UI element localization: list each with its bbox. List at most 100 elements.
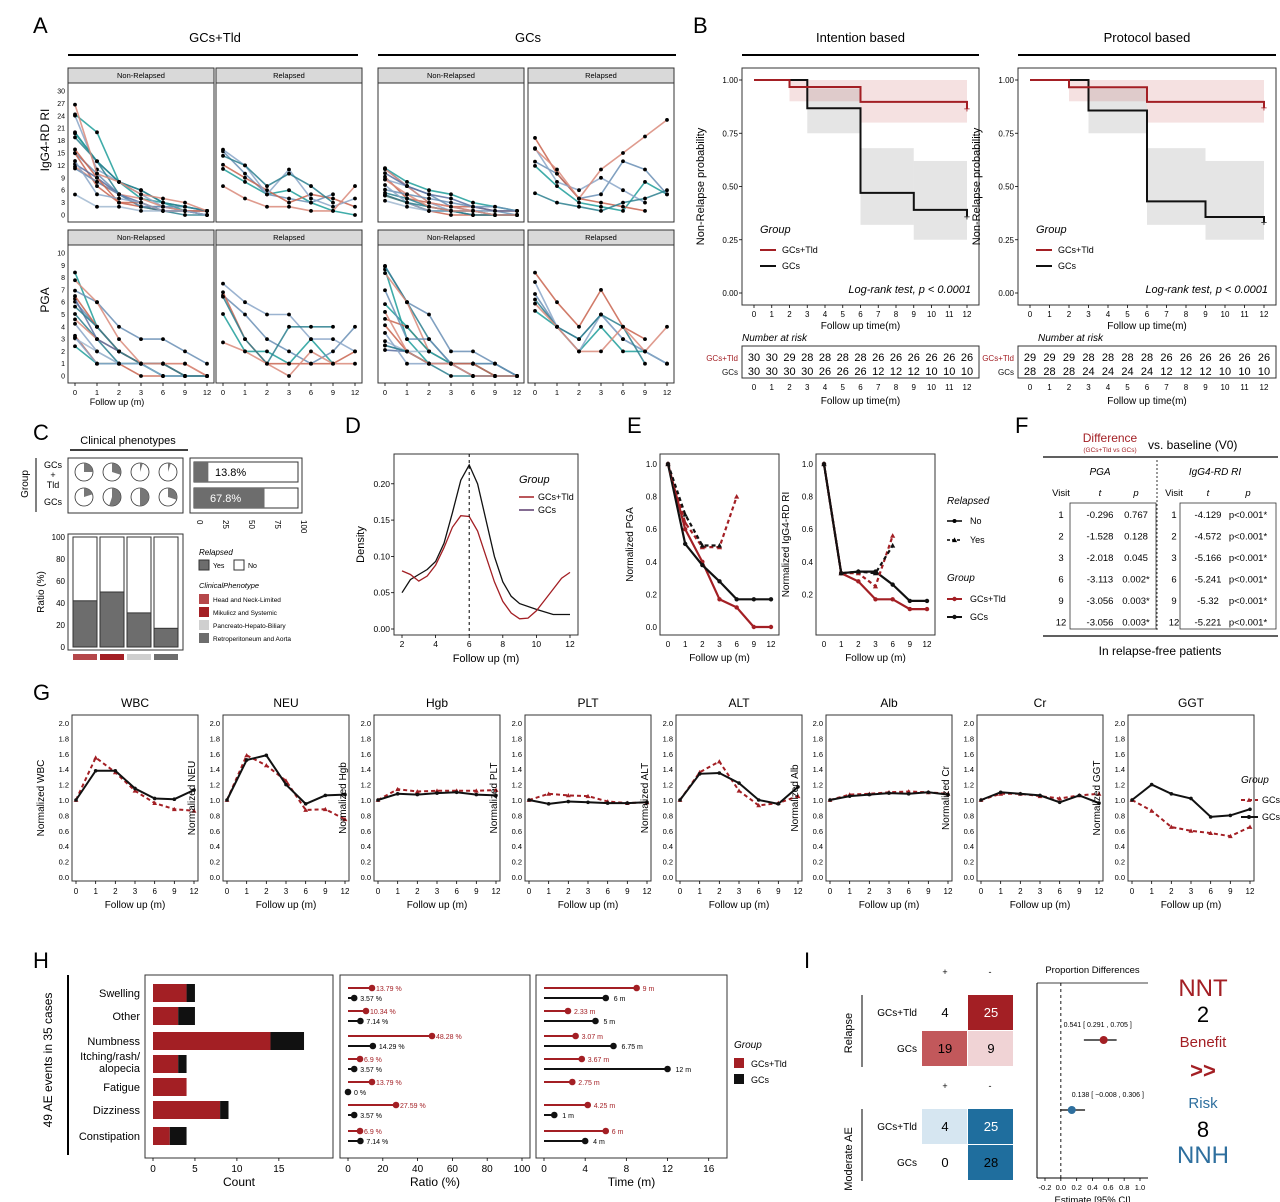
- tick-label: 0.4: [813, 842, 823, 851]
- patient-point: [427, 196, 431, 201]
- tick-label: 3: [1189, 887, 1194, 896]
- lab-title: WBC: [121, 696, 149, 710]
- contingency-cell: [922, 1145, 967, 1180]
- tick-label: 0: [150, 1164, 156, 1175]
- cell-value: 19: [938, 1041, 952, 1056]
- tick-label: 1: [770, 383, 775, 392]
- tick-label: 2.0: [210, 719, 220, 728]
- pie-slice: [140, 488, 149, 506]
- patient-point: [621, 324, 625, 329]
- time-label: 6 m: [614, 996, 626, 1003]
- patient-point: [427, 208, 431, 213]
- tick-label: 12: [203, 388, 211, 397]
- tick-label: 4: [1106, 383, 1111, 392]
- tick-label: 0: [1130, 887, 1135, 896]
- censor-mark: +: [964, 211, 970, 223]
- triangle-point: [395, 786, 401, 792]
- tick-label: 2: [1067, 310, 1072, 319]
- time-frame: [535, 974, 728, 1159]
- tick-label: 0.50: [998, 183, 1014, 192]
- patient-point: [353, 204, 357, 209]
- side-label: 49 AE events in 35 cases: [41, 993, 55, 1128]
- table-cell: 9: [1171, 596, 1176, 607]
- tick-label: 0.8: [663, 811, 673, 820]
- sub-head: Visit: [1052, 488, 1070, 499]
- patient-point: [383, 310, 387, 314]
- lab-point: [74, 798, 78, 802]
- patient-point: [353, 184, 357, 188]
- y-axis-label: Normalized PLT: [489, 763, 500, 834]
- patient-point: [493, 204, 497, 209]
- y-axis-label: Normalized WBC: [36, 760, 47, 837]
- patient-point: [73, 288, 77, 293]
- column-head: -: [989, 1081, 992, 1091]
- tick-label: 0: [376, 887, 381, 896]
- patient-point: [383, 167, 387, 172]
- tick-label: 24: [57, 113, 65, 120]
- risk-row-label: GCs+Tld: [982, 354, 1014, 363]
- lab-point: [1077, 793, 1082, 798]
- patient-point: [471, 213, 475, 217]
- row-label: GCs+Tld: [877, 1008, 917, 1019]
- patient-point: [73, 321, 77, 326]
- tick-label: 0.8: [813, 811, 823, 820]
- ratio-label: 0 %: [354, 1090, 366, 1097]
- tick-label: 0: [221, 388, 225, 397]
- tick-label: 0.20: [373, 479, 390, 489]
- ratio-point: [350, 994, 358, 1002]
- triangle-point: [191, 808, 197, 813]
- normalized-point: [924, 598, 930, 604]
- triangle-point: [716, 542, 723, 548]
- tick-label: 2: [787, 310, 792, 319]
- legend-label: GCs: [1262, 795, 1280, 805]
- ci-band: [913, 160, 967, 240]
- count-bar-gcs-tld: [153, 1055, 179, 1073]
- tick-label: 27: [57, 101, 65, 108]
- patient-point: [405, 204, 409, 209]
- table-cell: 0.045: [1124, 553, 1148, 564]
- tick-label: 2.0: [512, 719, 522, 728]
- time-label: 5 m: [603, 1019, 615, 1026]
- normalized-point: [751, 597, 757, 602]
- risk-value: 26: [925, 352, 937, 364]
- patient-point: [621, 208, 625, 213]
- tick-label: 12: [57, 163, 65, 170]
- time-label: 3.67 m: [588, 1057, 610, 1064]
- ratio-point: [357, 1137, 364, 1145]
- x-axis-label: Follow up (m): [845, 653, 906, 664]
- facet-strip-label: Relapsed: [585, 233, 617, 242]
- tick-label: 0.8: [1119, 1183, 1129, 1192]
- patient-point: [309, 324, 313, 329]
- censor-mark: +: [1261, 217, 1267, 229]
- tick-label: 0.4: [59, 842, 69, 851]
- tick-label: 0.2: [512, 858, 522, 867]
- triangle-point: [263, 762, 269, 768]
- censor-mark: +: [964, 104, 970, 116]
- patient-point: [405, 184, 409, 188]
- patient-point: [221, 312, 225, 316]
- patient-line: [74, 336, 207, 377]
- lab-point: [645, 800, 649, 805]
- patient-point: [599, 200, 603, 205]
- triangle-point: [734, 494, 740, 499]
- table-cell: p<0.001*: [1229, 575, 1268, 586]
- time-label: 2.75 m: [578, 1080, 600, 1087]
- panel-b-title: Intention based: [816, 30, 905, 45]
- risk-value: 30: [801, 366, 813, 378]
- panel-letter: C: [33, 420, 49, 445]
- time-point: [592, 1017, 599, 1025]
- ratio-point: [369, 1042, 377, 1050]
- tick-label: 8: [624, 1164, 630, 1175]
- patient-point: [383, 302, 387, 307]
- patient-point: [183, 349, 187, 354]
- risk-value: 29: [1063, 352, 1075, 364]
- triangle-point: [303, 807, 309, 812]
- tick-label: 0: [73, 388, 77, 397]
- patient-point: [449, 196, 453, 201]
- tick-label: 9: [323, 887, 328, 896]
- lab-point: [796, 785, 800, 789]
- patient-point: [287, 188, 291, 193]
- patient-point: [205, 374, 209, 378]
- tick-label: 3: [139, 388, 143, 397]
- tick-label: 1: [93, 887, 98, 896]
